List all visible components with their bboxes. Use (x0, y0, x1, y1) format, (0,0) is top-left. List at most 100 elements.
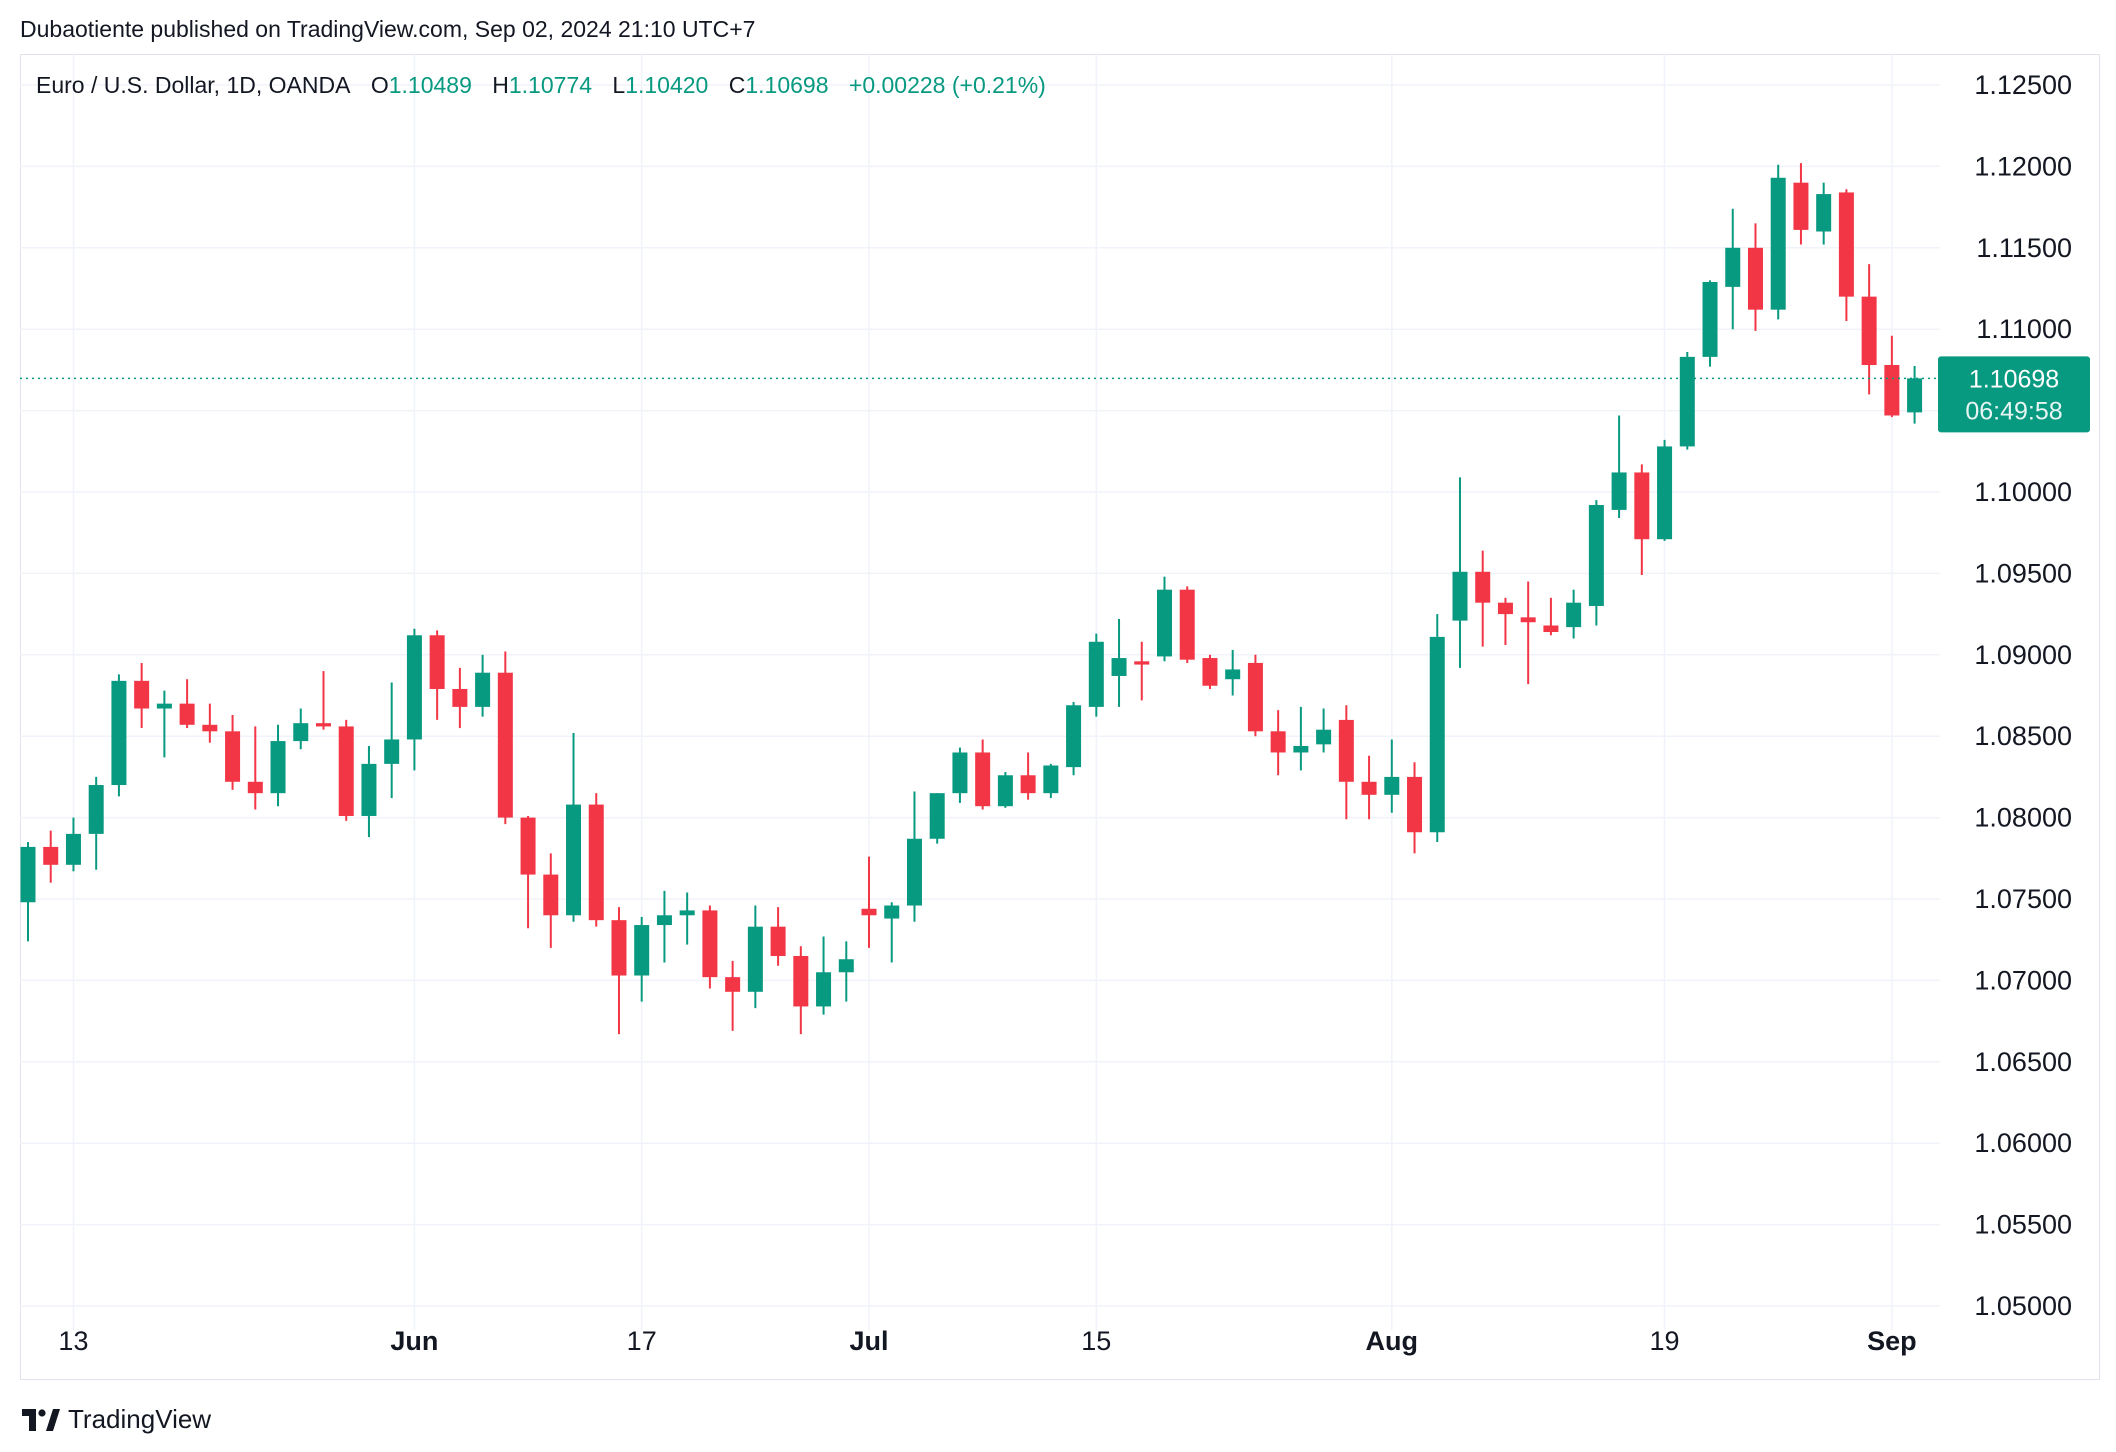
candle (838, 941, 854, 1002)
candle (1907, 365, 1923, 424)
candle-body (816, 972, 832, 1007)
candle (1361, 755, 1377, 820)
candle-body (1316, 729, 1332, 745)
candle (1770, 164, 1786, 320)
candle-body (1202, 658, 1218, 686)
candle (43, 830, 59, 883)
candle-body (520, 817, 536, 875)
candle-body (566, 804, 582, 916)
candle-body (1270, 731, 1286, 753)
legend-low: 1.10420 (625, 72, 709, 98)
candle-body (1907, 378, 1923, 413)
y-tick-label: 1.10000 (1974, 477, 2072, 507)
candle (1657, 439, 1673, 541)
candle (1429, 614, 1445, 843)
candle-body (1679, 356, 1695, 447)
y-tick-label: 1.07500 (1974, 884, 2072, 914)
candle-body (1770, 177, 1786, 310)
candle (1816, 182, 1832, 245)
candle-body (997, 775, 1013, 807)
legend-low-label: L (612, 72, 626, 98)
legend-close-label: C (728, 72, 746, 98)
candle (929, 793, 945, 844)
legend-open: 1.10489 (388, 72, 472, 98)
candle (975, 739, 991, 810)
candle-body (384, 739, 400, 764)
candle-body (1634, 472, 1650, 540)
candle-body (884, 905, 900, 919)
candle-body (1338, 719, 1354, 782)
candle (1475, 550, 1491, 647)
candle-body (1407, 776, 1423, 833)
candle-body (656, 915, 672, 926)
candle (793, 946, 809, 1035)
candle (1338, 705, 1354, 820)
x-tick-label: 19 (1650, 1326, 1680, 1356)
candle-body (725, 977, 741, 992)
candle-body (1816, 194, 1832, 232)
x-tick-label: 15 (1081, 1326, 1111, 1356)
y-tick-label: 1.08500 (1974, 721, 2072, 751)
candle (20, 842, 36, 942)
candle (406, 628, 422, 771)
candle (1225, 649, 1241, 696)
candle (1020, 752, 1036, 800)
candle (429, 630, 445, 720)
candle (156, 690, 172, 758)
x-tick-label: Sep (1867, 1326, 1917, 1356)
candle-body (793, 955, 809, 1007)
ohlc-legend: Euro / U.S. Dollar, 1D, OANDA O1.10489 H… (36, 72, 1046, 99)
candle (747, 905, 763, 1009)
candle (65, 817, 81, 872)
candle-body (338, 726, 354, 816)
candle-body (611, 920, 627, 976)
candle (770, 907, 786, 966)
candle-body (315, 723, 331, 727)
candle (1247, 654, 1263, 737)
candle-body (65, 833, 81, 865)
candle (88, 776, 104, 870)
candle-body (1247, 662, 1263, 732)
candle (1497, 597, 1513, 646)
candle-body (1225, 669, 1241, 680)
candle (1134, 641, 1150, 701)
candle (1111, 618, 1127, 707)
candle-body (1179, 589, 1195, 660)
candle (997, 772, 1013, 808)
candle-body (20, 846, 36, 903)
candle-body (179, 703, 195, 725)
candle-body (406, 635, 422, 740)
candle-body (429, 635, 445, 689)
candle (952, 747, 968, 803)
candle (270, 724, 286, 807)
x-axis: 13 Jun 17 Jul 15 Aug 19 Sep (58, 1326, 1916, 1356)
candle (1611, 415, 1627, 519)
candle-body (270, 741, 286, 794)
candle-body (1293, 745, 1309, 753)
candle-body (929, 793, 945, 839)
candle-body (452, 688, 468, 707)
candle (702, 905, 718, 989)
candles (20, 163, 1923, 1035)
candle (1838, 189, 1854, 322)
candle (475, 654, 491, 717)
candle (315, 671, 331, 730)
candle (634, 916, 650, 1002)
candle (1747, 223, 1763, 331)
candle-body (1384, 776, 1400, 795)
y-tick-label: 1.09500 (1974, 558, 2072, 588)
y-tick-label: 1.09000 (1974, 640, 2072, 670)
y-tick-label: 1.11000 (1976, 314, 2072, 344)
tradingview-logo[interactable]: TradingView (22, 1404, 211, 1435)
candle-body (497, 672, 513, 818)
candle-body (293, 723, 309, 742)
candle (1861, 264, 1877, 395)
y-tick-label: 1.12000 (1974, 151, 2072, 181)
y-axis: 1.125001.120001.115001.110001.105001.100… (1974, 70, 2072, 1321)
candle (179, 679, 195, 729)
candle-body (1429, 636, 1445, 833)
candle (1520, 581, 1536, 685)
candle-body (361, 763, 377, 816)
candle-body (1020, 775, 1036, 794)
